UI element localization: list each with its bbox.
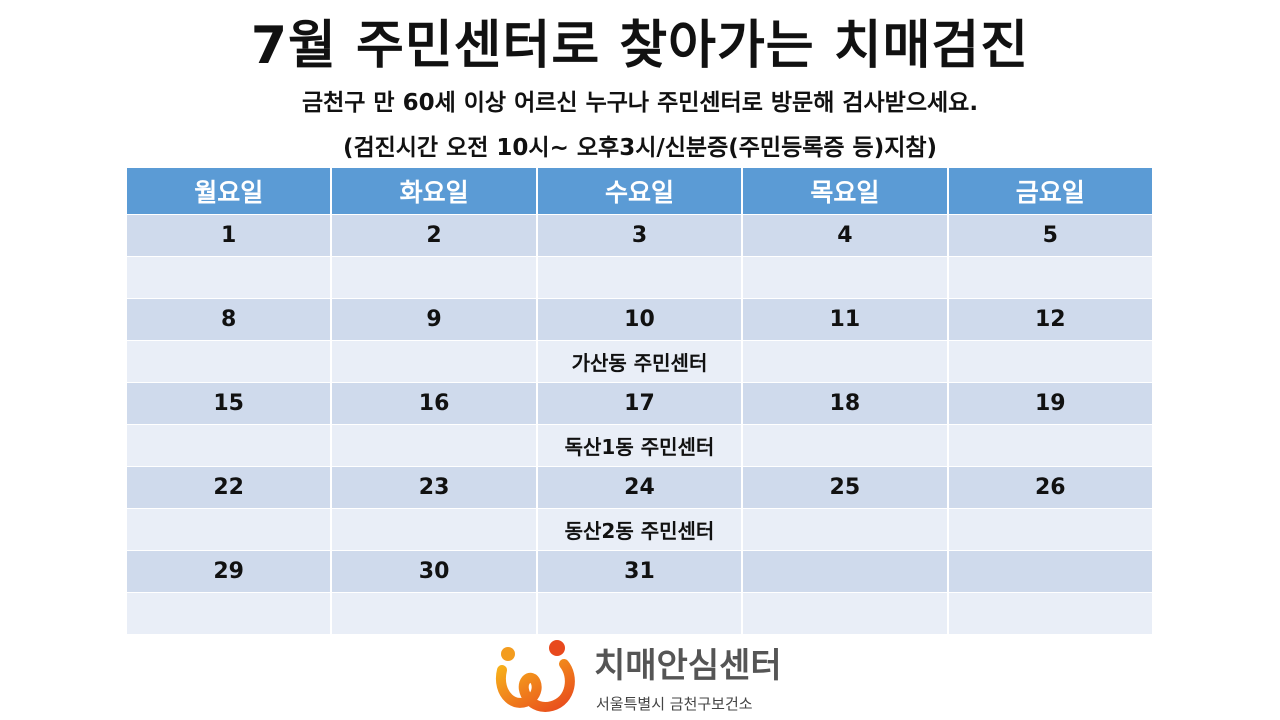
header-tuesday: 화요일: [330, 168, 538, 215]
note-cell: [124, 592, 333, 635]
date-cell: 30: [330, 550, 538, 593]
people-logo-icon: [495, 640, 575, 712]
week-2-notes: 가산동 주민센터: [124, 340, 1155, 383]
calendar-table: 월요일 화요일 수요일 목요일 금요일 1 2 3 4 5 8 9 10 11 …: [124, 168, 1155, 635]
week-1-dates: 1 2 3 4 5: [124, 214, 1155, 257]
note-cell: [946, 340, 1155, 383]
date-cell: [946, 550, 1155, 593]
header-monday: 월요일: [124, 168, 333, 215]
note-cell: [535, 256, 744, 299]
week-2-dates: 8 9 10 11 12: [124, 298, 1155, 341]
date-cell: 29: [124, 550, 333, 593]
header-wednesday: 수요일: [535, 168, 744, 215]
date-cell: 15: [124, 382, 333, 425]
date-cell: 23: [330, 466, 538, 509]
note-cell: [946, 424, 1155, 467]
date-cell: 24: [535, 466, 744, 509]
location-dongsan2: 동산2동 주민센터: [535, 508, 744, 551]
date-cell: 18: [741, 382, 949, 425]
date-cell: 4: [741, 214, 949, 257]
date-cell: 8: [124, 298, 333, 341]
date-cell: 2: [330, 214, 538, 257]
calendar-header-row: 월요일 화요일 수요일 목요일 금요일: [124, 168, 1155, 215]
page-title: 7월 주민센터로 찾아가는 치매검진: [250, 16, 1030, 76]
week-5-notes: [124, 592, 1155, 635]
note-cell: [330, 592, 538, 635]
header-thursday: 목요일: [741, 168, 949, 215]
date-cell: 11: [741, 298, 949, 341]
note-cell: [124, 424, 333, 467]
date-cell: 22: [124, 466, 333, 509]
note-cell: [330, 424, 538, 467]
date-cell: 26: [946, 466, 1155, 509]
date-cell: 9: [330, 298, 538, 341]
note-cell: [741, 508, 949, 551]
note-cell: [330, 508, 538, 551]
logo-name: 치매안심센터: [594, 646, 782, 686]
date-cell: 10: [535, 298, 744, 341]
date-cell: 1: [124, 214, 333, 257]
date-cell: 17: [535, 382, 744, 425]
date-cell: 12: [946, 298, 1155, 341]
note-cell: [946, 256, 1155, 299]
note-cell: [330, 256, 538, 299]
note-cell: [124, 508, 333, 551]
note-cell: [946, 508, 1155, 551]
note-cell: [535, 592, 744, 635]
location-gasan: 가산동 주민센터: [535, 340, 744, 383]
week-4-notes: 동산2동 주민센터: [124, 508, 1155, 551]
logo-organization: 서울특별시 금천구보건소: [596, 695, 753, 713]
date-cell: [741, 550, 949, 593]
header-friday: 금요일: [946, 168, 1155, 215]
note-cell: [741, 340, 949, 383]
date-cell: 19: [946, 382, 1155, 425]
note-cell: [124, 340, 333, 383]
week-5-dates: 29 30 31: [124, 550, 1155, 593]
note-cell: [946, 592, 1155, 635]
date-cell: 31: [535, 550, 744, 593]
schedule-note: (검진시간 오전 10시~ 오후3시/신분증(주민등록증 등)지참): [342, 135, 938, 161]
date-cell: 16: [330, 382, 538, 425]
week-4-dates: 22 23 24 25 26: [124, 466, 1155, 509]
note-cell: [741, 424, 949, 467]
note-cell: [330, 340, 538, 383]
dementia-center-logo: 치매안심센터 서울특별시 금천구보건소: [494, 636, 794, 720]
week-3-dates: 15 16 17 18 19: [124, 382, 1155, 425]
week-3-notes: 독산1동 주민센터: [124, 424, 1155, 467]
note-cell: [124, 256, 333, 299]
note-cell: [741, 256, 949, 299]
date-cell: 25: [741, 466, 949, 509]
page-subtitle: 금천구 만 60세 이상 어르신 누구나 주민센터로 방문해 검사받으세요.: [301, 90, 979, 116]
date-cell: 5: [946, 214, 1155, 257]
week-1-notes: [124, 256, 1155, 299]
date-cell: 3: [535, 214, 744, 257]
location-doksan1: 독산1동 주민센터: [535, 424, 744, 467]
note-cell: [741, 592, 949, 635]
